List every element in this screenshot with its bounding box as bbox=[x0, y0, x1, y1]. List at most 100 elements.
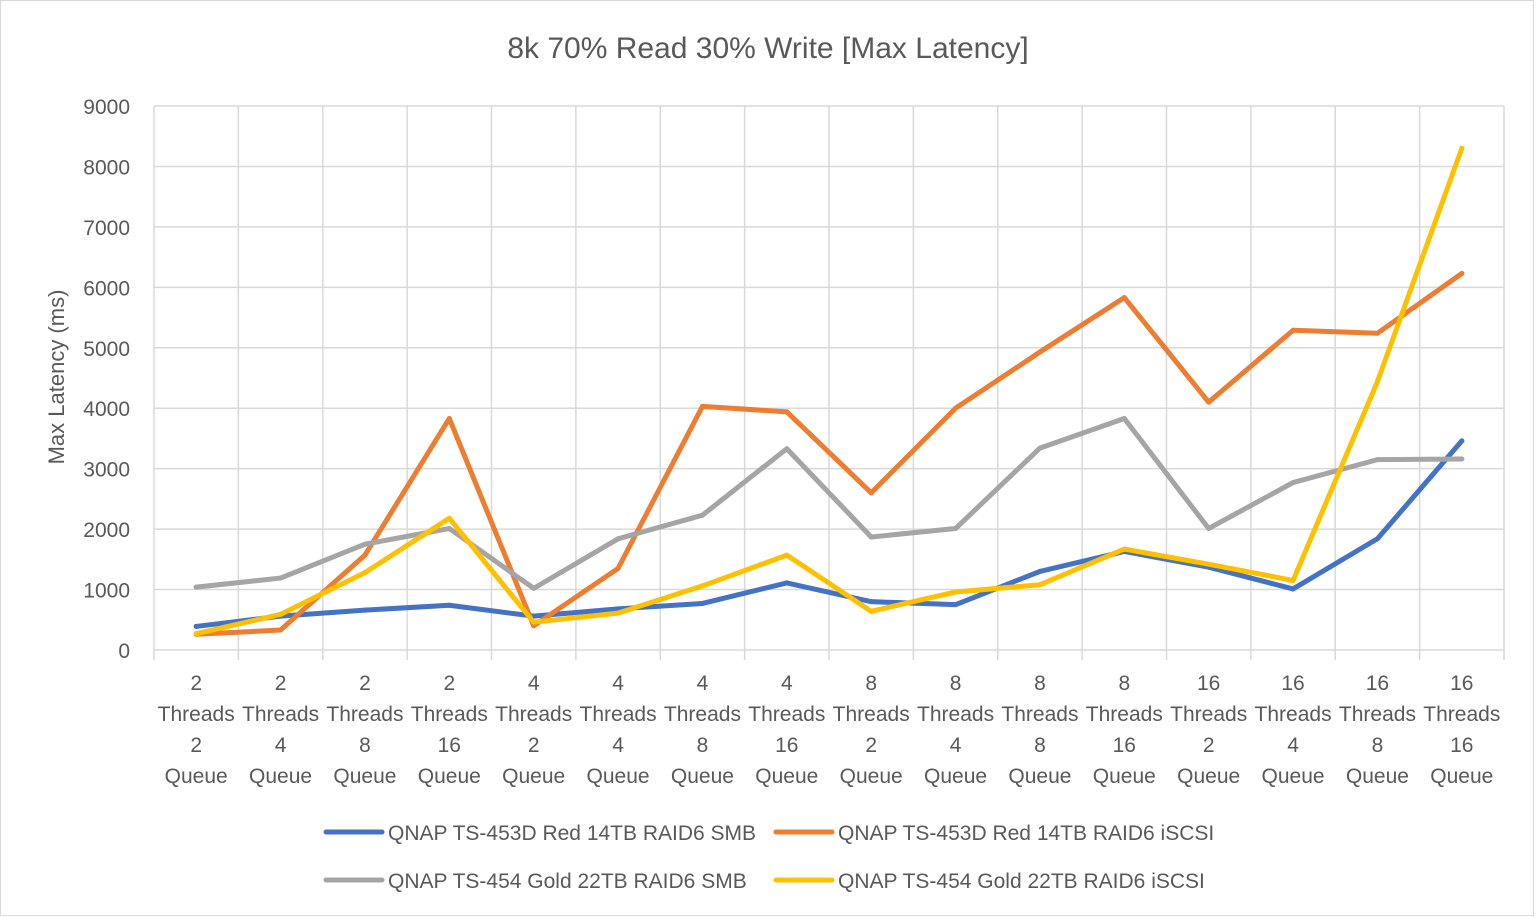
y-tick-label: 8000 bbox=[83, 156, 130, 179]
x-tick-label-line: 4 bbox=[528, 672, 540, 695]
x-tick-label-line: Threads bbox=[664, 703, 741, 726]
x-tick-label-line: Queue bbox=[1262, 765, 1325, 788]
data-point bbox=[1121, 295, 1127, 301]
data-point bbox=[446, 526, 452, 532]
x-tick-label: 2 Threads 2 Queue bbox=[158, 672, 235, 788]
x-tick-label-line: Threads bbox=[326, 703, 403, 726]
x-tick-label-line: Threads bbox=[158, 703, 235, 726]
x-tick-label: 8 Threads 4 Queue bbox=[917, 672, 994, 788]
x-tick-label-line: Queue bbox=[587, 765, 650, 788]
x-tick-label-line: 8 bbox=[359, 734, 371, 757]
data-point bbox=[784, 552, 790, 558]
data-point bbox=[1290, 586, 1296, 592]
data-point bbox=[1374, 457, 1380, 463]
x-tick-label-line: 4 bbox=[781, 672, 793, 695]
legend: QNAP TS-453D Red 14TB RAID6 SMB QNAP TS-4… bbox=[323, 822, 1214, 893]
x-tick-label-line: 2 bbox=[528, 734, 540, 757]
x-tick-label: 16 Threads 16 Queue bbox=[1423, 672, 1500, 788]
data-point bbox=[1290, 327, 1296, 333]
legend-label: QNAP TS-453D Red 14TB RAID6 iSCSI bbox=[838, 822, 1214, 845]
data-point bbox=[868, 608, 874, 614]
y-tick-label: 2000 bbox=[83, 519, 130, 542]
data-point bbox=[1037, 568, 1043, 574]
x-tick-label-line: Threads bbox=[1170, 703, 1247, 726]
x-tick-label-line: Queue bbox=[924, 765, 987, 788]
x-tick-label-line: 2 bbox=[190, 672, 202, 695]
series-line-2 bbox=[193, 270, 1465, 637]
x-tick-label-line: Queue bbox=[755, 765, 818, 788]
x-tick-label-line: 8 bbox=[697, 734, 709, 757]
data-point bbox=[615, 536, 621, 542]
data-point bbox=[868, 490, 874, 496]
x-tick-label-line: 2 bbox=[1203, 734, 1215, 757]
x-tick-label-line: 4 bbox=[697, 672, 709, 695]
x-axis-ticks: 2 Threads 2 Queue 2 Threads 4 Queue 2 Threads 8 Que… bbox=[158, 672, 1501, 788]
legend-label: QNAP TS-453D Red 14TB RAID6 SMB bbox=[388, 822, 756, 845]
x-tick-label-line: 16 bbox=[1197, 672, 1220, 695]
y-tick-label: 4000 bbox=[83, 398, 130, 421]
data-point bbox=[699, 600, 705, 606]
x-tick-label-line: Threads bbox=[833, 703, 910, 726]
x-tick-label-line: 2 bbox=[865, 734, 877, 757]
x-tick-label-line: Queue bbox=[165, 765, 228, 788]
y-tick-label: 7000 bbox=[83, 217, 130, 240]
x-tick-label-line: Queue bbox=[333, 765, 396, 788]
x-tick-label-line: Threads bbox=[1339, 703, 1416, 726]
y-tick-label: 0 bbox=[118, 640, 130, 663]
data-point bbox=[868, 599, 874, 605]
x-tick-label: 4 Threads 8 Queue bbox=[664, 672, 741, 788]
y-tick-label: 1000 bbox=[83, 580, 130, 603]
x-tick-label-line: 8 bbox=[1372, 734, 1384, 757]
data-point bbox=[868, 534, 874, 540]
chart-title: 8k 70% Read 30% Write [Max Latency] bbox=[507, 32, 1028, 65]
data-point bbox=[1459, 270, 1465, 276]
series-line-4 bbox=[193, 145, 1465, 637]
x-tick-label-line: Threads bbox=[917, 703, 994, 726]
data-point bbox=[1037, 582, 1043, 588]
data-point bbox=[615, 565, 621, 571]
data-point bbox=[193, 584, 199, 590]
data-point bbox=[1290, 480, 1296, 486]
x-tick-label-line: Queue bbox=[249, 765, 312, 788]
x-tick-label: 8 Threads 2 Queue bbox=[833, 672, 910, 788]
data-point bbox=[1121, 415, 1127, 421]
legend-label: QNAP TS-454 Gold 22TB RAID6 iSCSI bbox=[838, 870, 1205, 893]
data-point bbox=[1459, 438, 1465, 444]
data-point bbox=[1121, 546, 1127, 552]
x-tick-label-line: 16 bbox=[438, 734, 461, 757]
x-tick-label-line: Threads bbox=[411, 703, 488, 726]
x-tick-label-line: 2 bbox=[275, 672, 287, 695]
x-tick-label-line: 4 bbox=[612, 734, 624, 757]
data-point bbox=[1374, 330, 1380, 336]
data-point bbox=[615, 610, 621, 616]
data-point bbox=[362, 570, 368, 576]
x-tick-label-line: Queue bbox=[1008, 765, 1071, 788]
x-tick-label: 16 Threads 4 Queue bbox=[1255, 672, 1332, 788]
x-tick-label: 4 Threads 2 Queue bbox=[495, 672, 572, 788]
x-tick-label-line: Threads bbox=[495, 703, 572, 726]
x-tick-label-line: 8 bbox=[1034, 672, 1046, 695]
data-point bbox=[446, 515, 452, 521]
data-point bbox=[446, 415, 452, 421]
x-tick-label: 8 Threads 8 Queue bbox=[1001, 672, 1078, 788]
y-axis-ticks: 0 1000 2000 3000 4000 5000 6000 7000 8000 9000 bbox=[83, 96, 130, 663]
data-point bbox=[1459, 145, 1465, 151]
x-tick-label-line: 4 bbox=[612, 672, 624, 695]
x-tick-label-line: 16 bbox=[1113, 734, 1136, 757]
x-tick-label: 2 Threads 4 Queue bbox=[242, 672, 319, 788]
x-tick-label: 2 Threads 8 Queue bbox=[326, 672, 403, 788]
data-point bbox=[1206, 399, 1212, 405]
x-tick-label: 8 Threads 16 Queue bbox=[1086, 672, 1163, 788]
x-tick-label-line: Threads bbox=[580, 703, 657, 726]
data-point bbox=[278, 575, 284, 581]
data-point bbox=[1037, 445, 1043, 451]
x-tick-label-line: 2 bbox=[359, 672, 371, 695]
x-tick-label-line: 4 bbox=[1287, 734, 1299, 757]
x-tick-label-line: 16 bbox=[1281, 672, 1304, 695]
x-tick-label-line: 16 bbox=[775, 734, 798, 757]
x-tick-label: 2 Threads 16 Queue bbox=[411, 672, 488, 788]
x-tick-label-line: Queue bbox=[418, 765, 481, 788]
x-tick-label-line: Queue bbox=[1346, 765, 1409, 788]
data-point bbox=[362, 607, 368, 613]
